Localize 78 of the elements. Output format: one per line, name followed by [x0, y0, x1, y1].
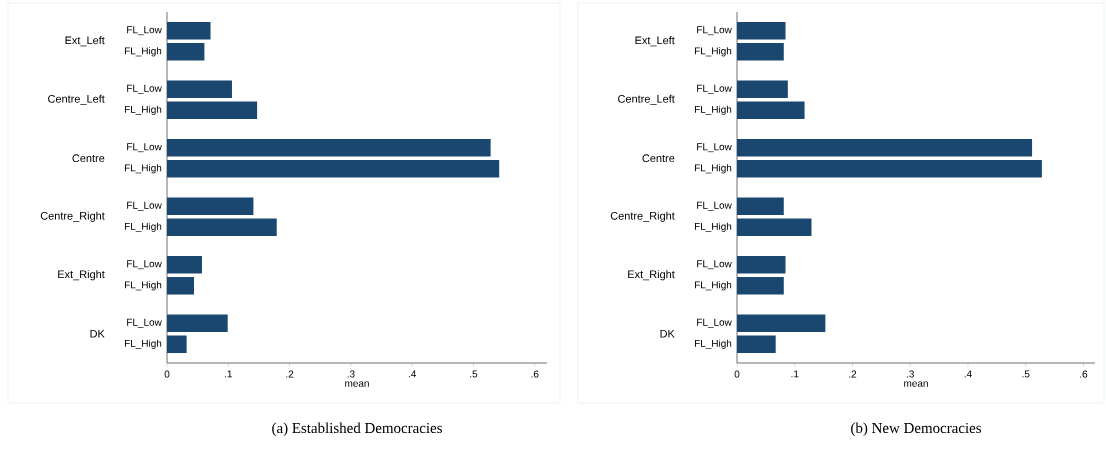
bar — [737, 21, 786, 40]
bar — [167, 277, 194, 295]
x-tick-label: .2 — [849, 370, 857, 378]
y-tick-label: Ext_Left — [635, 36, 675, 47]
bar — [167, 160, 500, 178]
text: FL_High — [124, 105, 162, 115]
bar — [167, 197, 254, 215]
text: FL_Low — [697, 318, 732, 328]
x-tick-label: .1 — [791, 370, 799, 378]
text: FL_High — [694, 164, 732, 174]
bar — [737, 335, 776, 354]
text: FL_High — [694, 281, 732, 291]
bar — [737, 255, 786, 274]
series-label: FL_Low — [127, 26, 162, 36]
text: (a) Established Democracies — [272, 422, 442, 437]
text: FL_High — [124, 164, 162, 174]
x-tick-label: .3 — [347, 370, 355, 378]
y-tick-label: DK — [660, 329, 675, 338]
bar — [737, 80, 788, 98]
y-tick-label: Ext_Right — [58, 270, 105, 281]
x-tick-label: .2 — [286, 370, 294, 378]
bar — [737, 101, 805, 120]
y-tick-label: Centre_Right — [610, 211, 675, 222]
bar — [167, 335, 187, 354]
x-tick-label: .5 — [1022, 370, 1030, 378]
bar — [737, 138, 1033, 157]
x-tick-label: .6 — [1080, 370, 1088, 378]
bar — [167, 80, 232, 98]
text: FL_High — [124, 339, 162, 349]
bar — [737, 314, 826, 332]
bar — [167, 138, 491, 157]
bar — [167, 21, 211, 40]
x-tick-label: .3 — [906, 370, 914, 378]
y-tick-label: Centre_Left — [618, 94, 675, 105]
bar — [167, 43, 205, 61]
text: FL_Low — [697, 143, 732, 153]
text: (b) New Democracies — [851, 422, 982, 437]
text: FL_Low — [127, 201, 162, 211]
bar — [737, 277, 784, 295]
x-tick-label: .4 — [408, 370, 417, 378]
bar — [167, 255, 202, 274]
text: FL_Low — [127, 260, 162, 270]
x-tick-label: .6 — [531, 370, 539, 378]
bar — [737, 197, 784, 215]
bar — [737, 218, 812, 237]
y-tick-label: Centre_Right — [40, 211, 105, 222]
text: FL_High — [694, 105, 732, 115]
text: FL_Low — [127, 84, 162, 94]
y-tick-label: DK — [90, 329, 105, 338]
series-label: FL_High — [124, 47, 162, 57]
text: FL_Low — [697, 201, 732, 211]
y-tick-label: Ext_Left — [65, 36, 105, 47]
text: FL_High — [124, 281, 162, 291]
text: FL_Low — [127, 318, 162, 328]
series-label: FL_Low — [697, 26, 732, 36]
x-tick-label: 0 — [164, 370, 170, 378]
x-tick-label: 0 — [734, 370, 740, 378]
text: FL_High — [694, 339, 732, 349]
x-tick-label: .1 — [225, 370, 232, 378]
text: FL_High — [694, 222, 732, 232]
y-tick-label: Ext_Right — [628, 270, 675, 281]
bar — [167, 218, 277, 237]
text: FL_High — [124, 222, 162, 232]
x-tick-label: .4 — [964, 370, 972, 378]
bar — [167, 314, 228, 332]
y-tick-label: Centre — [642, 154, 675, 163]
text: FL_Low — [697, 84, 732, 94]
x-axis-title: mean — [345, 381, 369, 387]
y-tick-label: Centre — [72, 154, 105, 163]
text: FL_Low — [697, 260, 732, 270]
bar — [737, 160, 1042, 178]
y-tick-label: Centre_Left — [48, 94, 105, 105]
bar — [737, 43, 784, 61]
x-axis-title: mean — [904, 381, 928, 387]
x-tick-label: .5 — [470, 370, 478, 378]
text: FL_Low — [127, 143, 162, 153]
bar — [167, 101, 258, 120]
series-label: FL_High — [694, 47, 732, 57]
